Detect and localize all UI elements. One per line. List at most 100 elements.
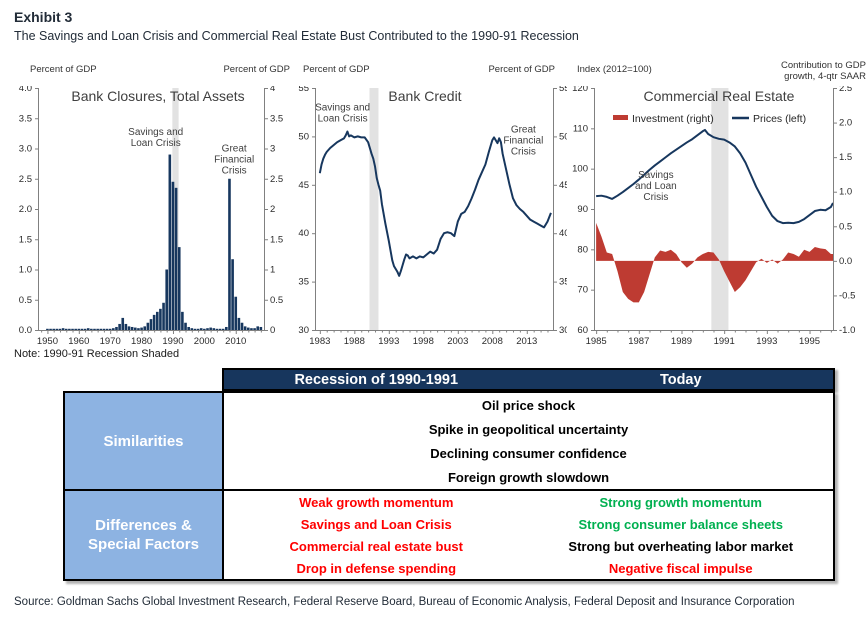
bar: [99, 328, 103, 330]
legend-prices-label: Prices (left): [753, 113, 806, 125]
bar: [218, 328, 222, 330]
svg-text:50: 50: [298, 131, 309, 142]
bar: [77, 328, 81, 330]
bar: [250, 328, 253, 330]
svg-text:3: 3: [270, 144, 275, 155]
svg-text:2013: 2013: [516, 336, 537, 347]
svg-text:1983: 1983: [309, 336, 330, 347]
svg-text:2.0: 2.0: [839, 118, 852, 129]
svg-text:1989: 1989: [671, 336, 692, 347]
right-axis-title-line1: Contribution to GDP: [780, 60, 866, 71]
bar: [159, 308, 162, 330]
bar: [234, 296, 238, 330]
row-header-similarities: Similarities: [65, 393, 224, 489]
svg-text:Savings and: Savings and: [315, 102, 370, 113]
table-body: Similarities Oil price shock Spike in geo…: [63, 391, 835, 581]
difference-recession-cell: Drop in defense spending: [296, 560, 457, 576]
difference-today-cell: Negative fiscal impulse: [608, 560, 753, 576]
svg-text:3.5: 3.5: [19, 113, 32, 124]
bar: [93, 328, 96, 330]
svg-text:30: 30: [298, 325, 309, 336]
svg-text:90: 90: [577, 204, 588, 215]
difference-item-row: Drop in defense spending Negative fiscal …: [224, 557, 833, 579]
svg-text:1: 1: [270, 265, 275, 276]
bar: [108, 328, 112, 330]
svg-text:Crisis: Crisis: [222, 166, 247, 177]
svg-text:and Loan: and Loan: [635, 181, 677, 192]
svg-text:2.5: 2.5: [270, 174, 283, 185]
svg-text:1.5: 1.5: [839, 152, 852, 163]
svg-text:2000: 2000: [194, 336, 215, 347]
bar: [58, 328, 62, 330]
svg-text:2010: 2010: [225, 336, 246, 347]
table-header-row: Recession of 1990-1991 Today: [222, 368, 835, 391]
bar: [83, 328, 87, 330]
exhibit-number: Exhibit 3: [14, 9, 73, 25]
chart-plot-svg: 4.0 3.5 3.0 2.5 2.0 1.5 1.0 0.5 0.0 4 3.5 3 2.5 2 1.5 1…: [19, 86, 283, 347]
difference-recession-cell: Savings and Loan Crisis: [300, 516, 452, 532]
bar: [74, 328, 77, 330]
bar: [146, 322, 150, 330]
bar: [86, 328, 90, 330]
svg-text:30: 30: [559, 325, 567, 336]
comparison-table: Recession of 1990-1991 Today Similaritie…: [63, 368, 835, 581]
difference-recession-cell: Weak growth momentum: [299, 494, 454, 510]
svg-text:40: 40: [559, 228, 567, 239]
svg-text:60: 60: [577, 325, 588, 336]
prices-line: [596, 128, 834, 225]
svg-text:0: 0: [270, 325, 275, 336]
svg-text:Great: Great: [511, 125, 536, 136]
similarity-item: Declining consumer confidence: [430, 445, 627, 461]
bar: [171, 181, 175, 330]
svg-text:35: 35: [298, 277, 309, 288]
bar: [55, 328, 59, 330]
right-axis-title: Percent of GDP: [488, 64, 555, 75]
similarity-item: Oil price shock: [481, 397, 576, 413]
right-axis-title: Percent of GDP: [223, 64, 290, 75]
legend: Investment (right) Prices (left): [613, 113, 806, 125]
bar: [184, 322, 187, 330]
svg-text:45: 45: [298, 180, 309, 191]
svg-text:45: 45: [559, 180, 567, 191]
bar: [102, 328, 106, 330]
credit-line: [318, 130, 552, 277]
bar: [253, 328, 256, 330]
bar: [237, 317, 241, 330]
row-header-differences: Differences & Special Factors: [65, 491, 224, 579]
source-text: Source: Goldman Sachs Global Investment …: [14, 596, 795, 608]
svg-text:1991: 1991: [714, 336, 735, 347]
bar: [121, 317, 125, 330]
bar: [137, 328, 140, 330]
svg-text:1960: 1960: [68, 336, 89, 347]
bar: [127, 326, 131, 330]
similarities-row: Similarities Oil price shock Spike in geo…: [65, 391, 833, 491]
svg-text:Loan Crisis: Loan Crisis: [131, 138, 181, 149]
svg-text:40: 40: [298, 228, 309, 239]
svg-text:3.0: 3.0: [19, 144, 32, 155]
bar: [162, 302, 165, 330]
bar: [231, 259, 234, 330]
svg-text:2.0: 2.0: [19, 204, 32, 215]
similarity-item: Spike in geopolitical uncertainty: [428, 421, 629, 437]
bar: [130, 326, 134, 330]
bar: [199, 328, 203, 330]
bar: [140, 327, 143, 330]
tick-labels: 120 110 100 90 80 70 60 2.5 2.0 1.5 1.0 0.5 0.0 -0.5 -…: [572, 86, 855, 347]
bar: [209, 327, 212, 330]
difference-item-row: Weak growth momentum Strong growth moment…: [224, 491, 833, 513]
svg-text:1980: 1980: [131, 336, 152, 347]
svg-text:100: 100: [572, 164, 588, 175]
chart-commercial-real-estate: Index (2012=100) Contribution to GDP gro…: [567, 60, 868, 364]
svg-text:-0.5: -0.5: [839, 290, 855, 301]
col-header-recession: Recession of 1990-1991: [294, 371, 459, 388]
bar: [134, 327, 137, 330]
bar: [259, 326, 263, 330]
bars-series: [46, 154, 263, 330]
bar: [115, 326, 118, 330]
svg-text:1990: 1990: [162, 336, 183, 347]
